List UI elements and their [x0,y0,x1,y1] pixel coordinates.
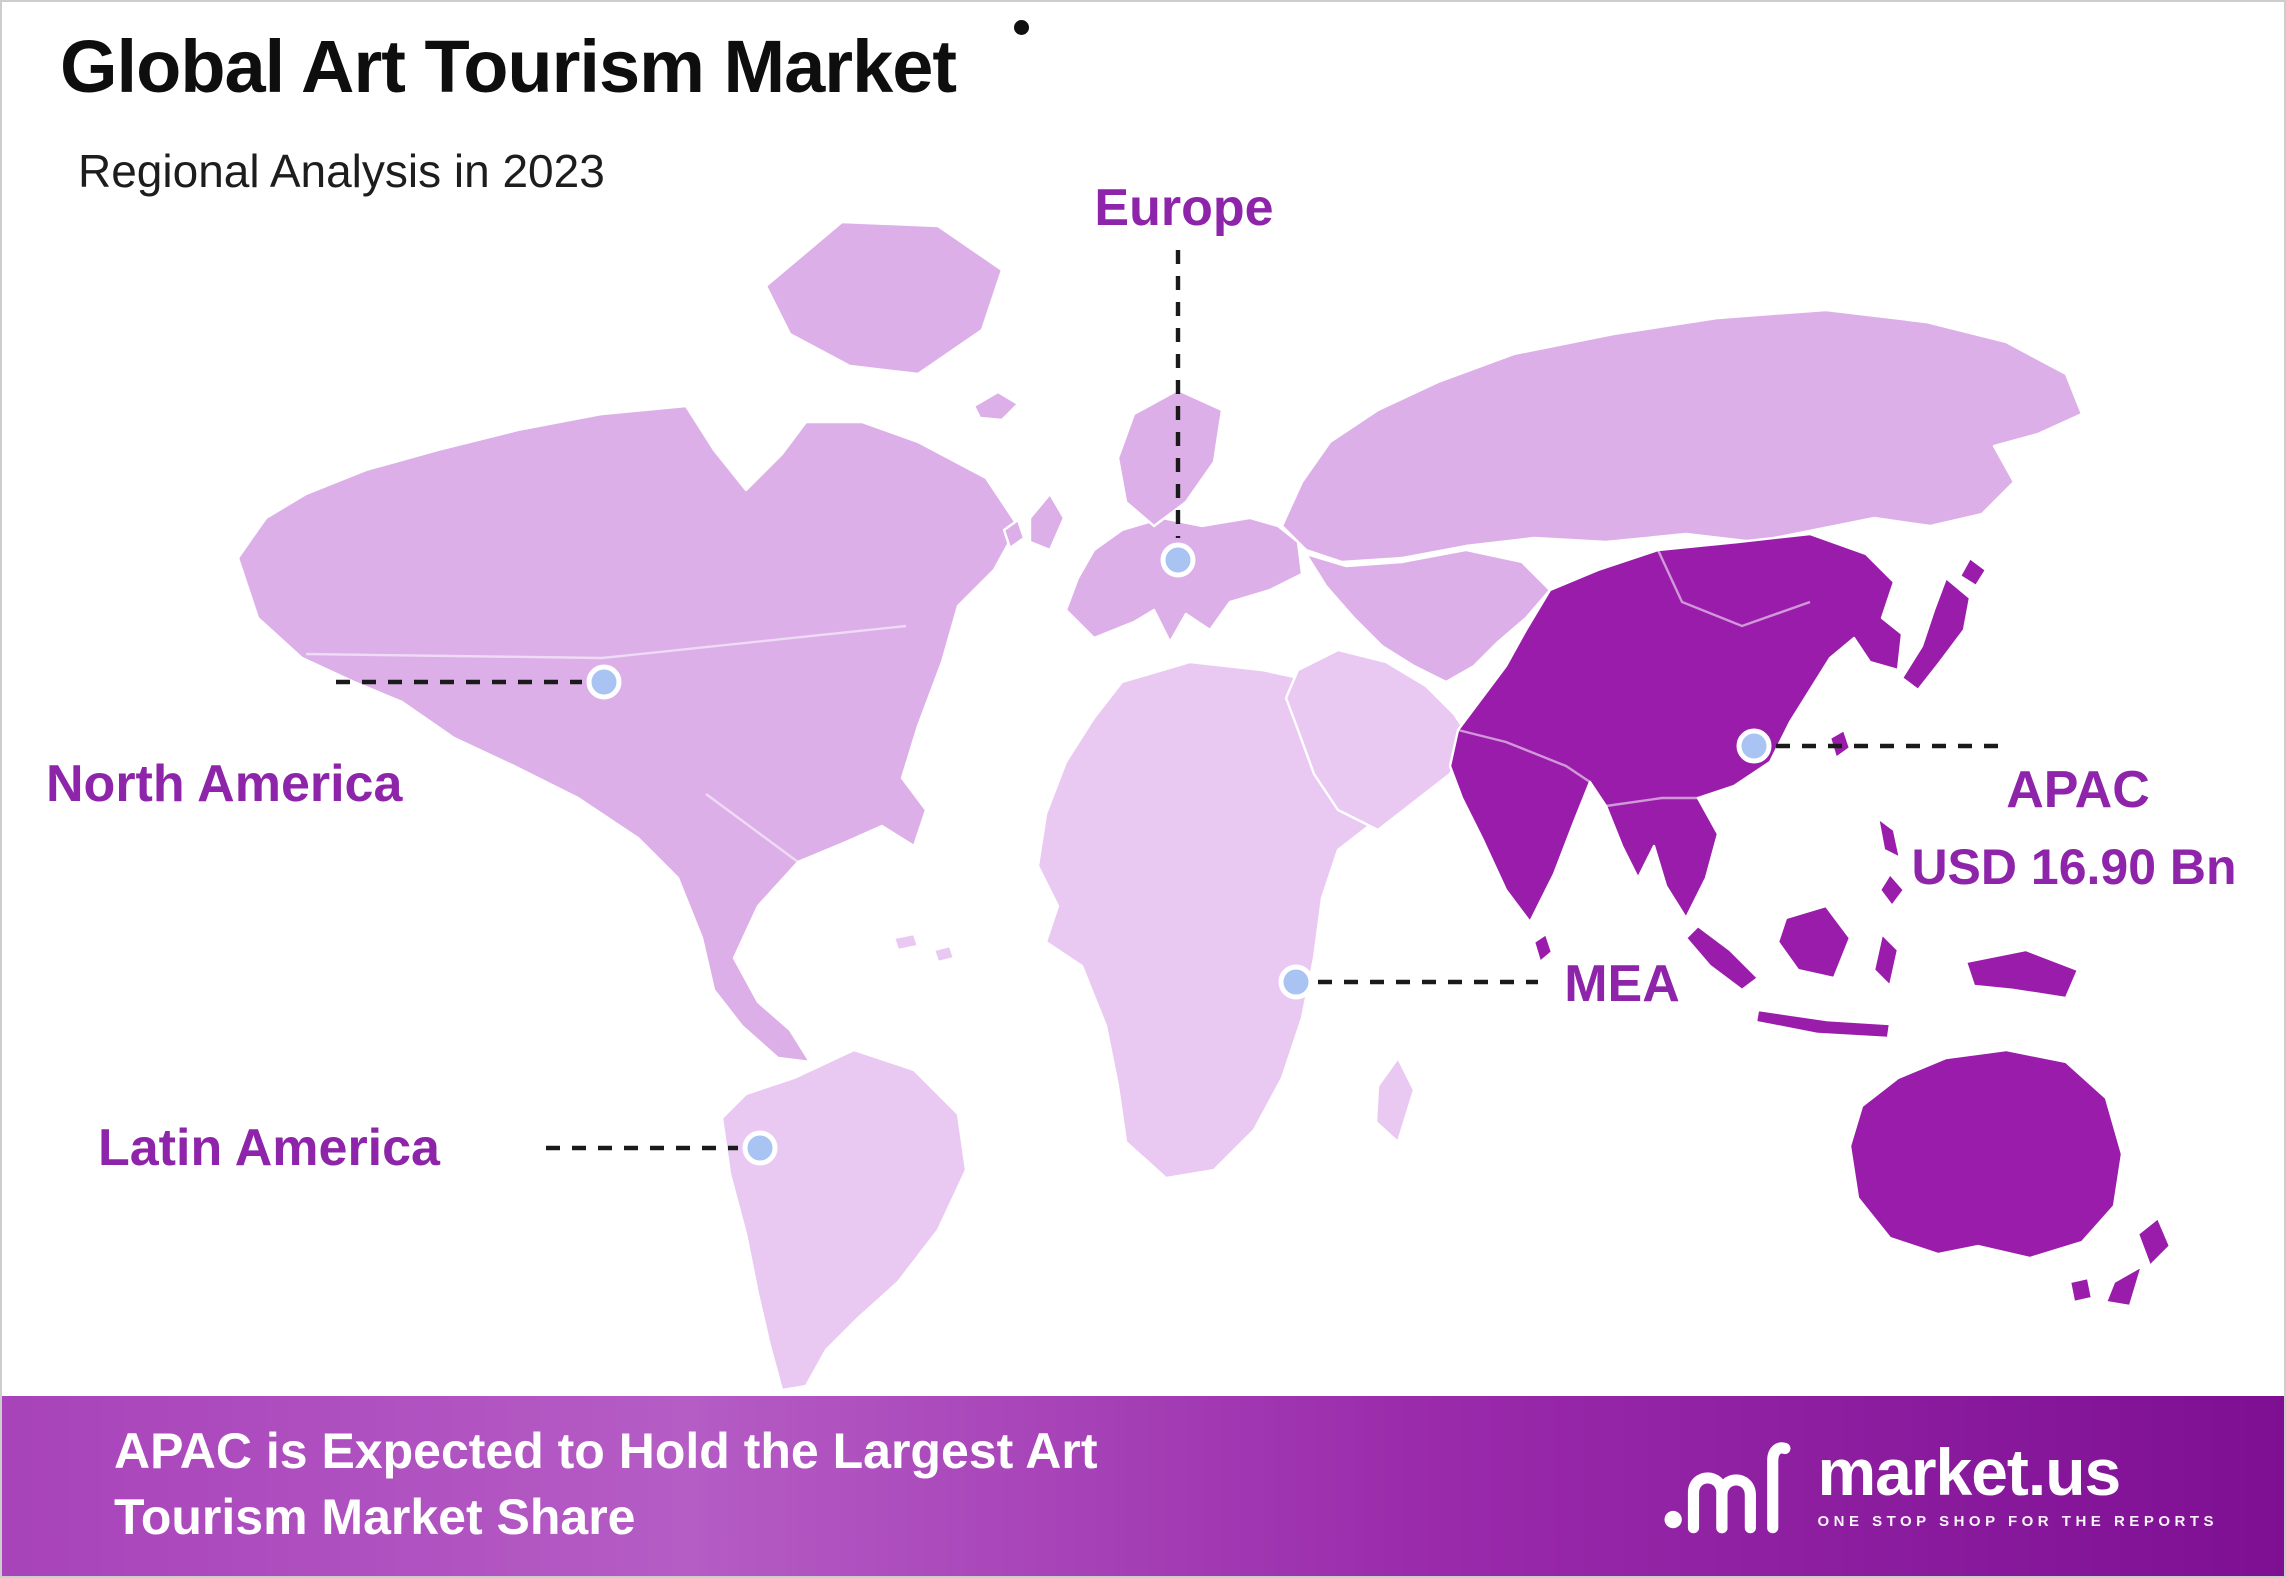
leader-lines [336,250,1998,1151]
region-marker-apac [1736,728,1772,764]
continent-south-america [720,1048,968,1392]
brand-logo: market.us ONE STOP SHOP FOR THE REPORTS [1663,1424,2218,1542]
region-label-latin-america: Latin America [98,1119,440,1177]
island-nz-south [2104,1264,2144,1308]
islands-philippines [1876,816,1906,908]
region-label-europe: Europe [1094,179,1274,237]
brand-tagline: ONE STOP SHOP FOR THE REPORTS [1817,1512,2218,1530]
region-marker-latin-america [742,1130,778,1166]
region-scandinavia [1116,388,1224,528]
marketus-logo-icon [1664,1442,1791,1534]
islands-caribbean [892,932,956,964]
footer-headline: APAC is Expected to Hold the Largest Art… [114,1423,1098,1545]
region-marker-mea [1278,964,1314,1000]
region-markers [586,542,1772,1166]
island-greenland [764,220,1004,376]
region-china-india-sea [1448,532,1904,924]
continent-north-america [236,404,1020,1064]
island-sri-lanka [1532,932,1554,964]
island-iceland [972,390,1020,422]
page-subtitle: Regional Analysis in 2023 [78,145,605,197]
continent-australia [1848,1048,2124,1260]
country-borders [305,549,1811,863]
region-marker-europe [1160,542,1196,578]
island-java [1754,1008,1892,1040]
island-hokkaido [1958,556,1988,588]
island-uk [1028,492,1066,552]
brand-text-block: market.us ONE STOP SHOP FOR THE REPORTS [1817,1437,2218,1530]
continents-apac-dark [1448,532,2172,1308]
continents-light [236,220,2084,1064]
island-sumatra [1684,924,1760,992]
continents-lighter [720,648,1472,1392]
island-nz-north [2136,1216,2172,1268]
continent-europe [1064,516,1304,644]
island-japan [1900,576,1972,692]
brand-name: market.us [1817,1434,2121,1509]
island-borneo [1776,904,1852,980]
region-central-asia [1304,548,1552,684]
island-new-guinea [1964,948,2080,1000]
decorative-dot [1014,20,1029,35]
island-sulawesi [1872,932,1900,988]
region-russia-north-asia [1280,308,2084,564]
island-madagascar [1374,1056,1416,1144]
footer-bar: APAC is Expected to Hold the Largest Art… [2,1396,2284,1576]
island-ireland [1002,518,1026,550]
region-middle-east [1284,648,1472,832]
region-label-apac: APAC [2006,761,2150,819]
region-value-apac: USD 16.90 Bn [1911,839,2237,895]
island-tasmania [2068,1276,2094,1304]
region-label-mea: MEA [1564,955,1680,1013]
page-title: Global Art Tourism Market [60,25,957,108]
region-label-north-america: North America [46,755,403,813]
region-marker-north-america [586,664,622,700]
